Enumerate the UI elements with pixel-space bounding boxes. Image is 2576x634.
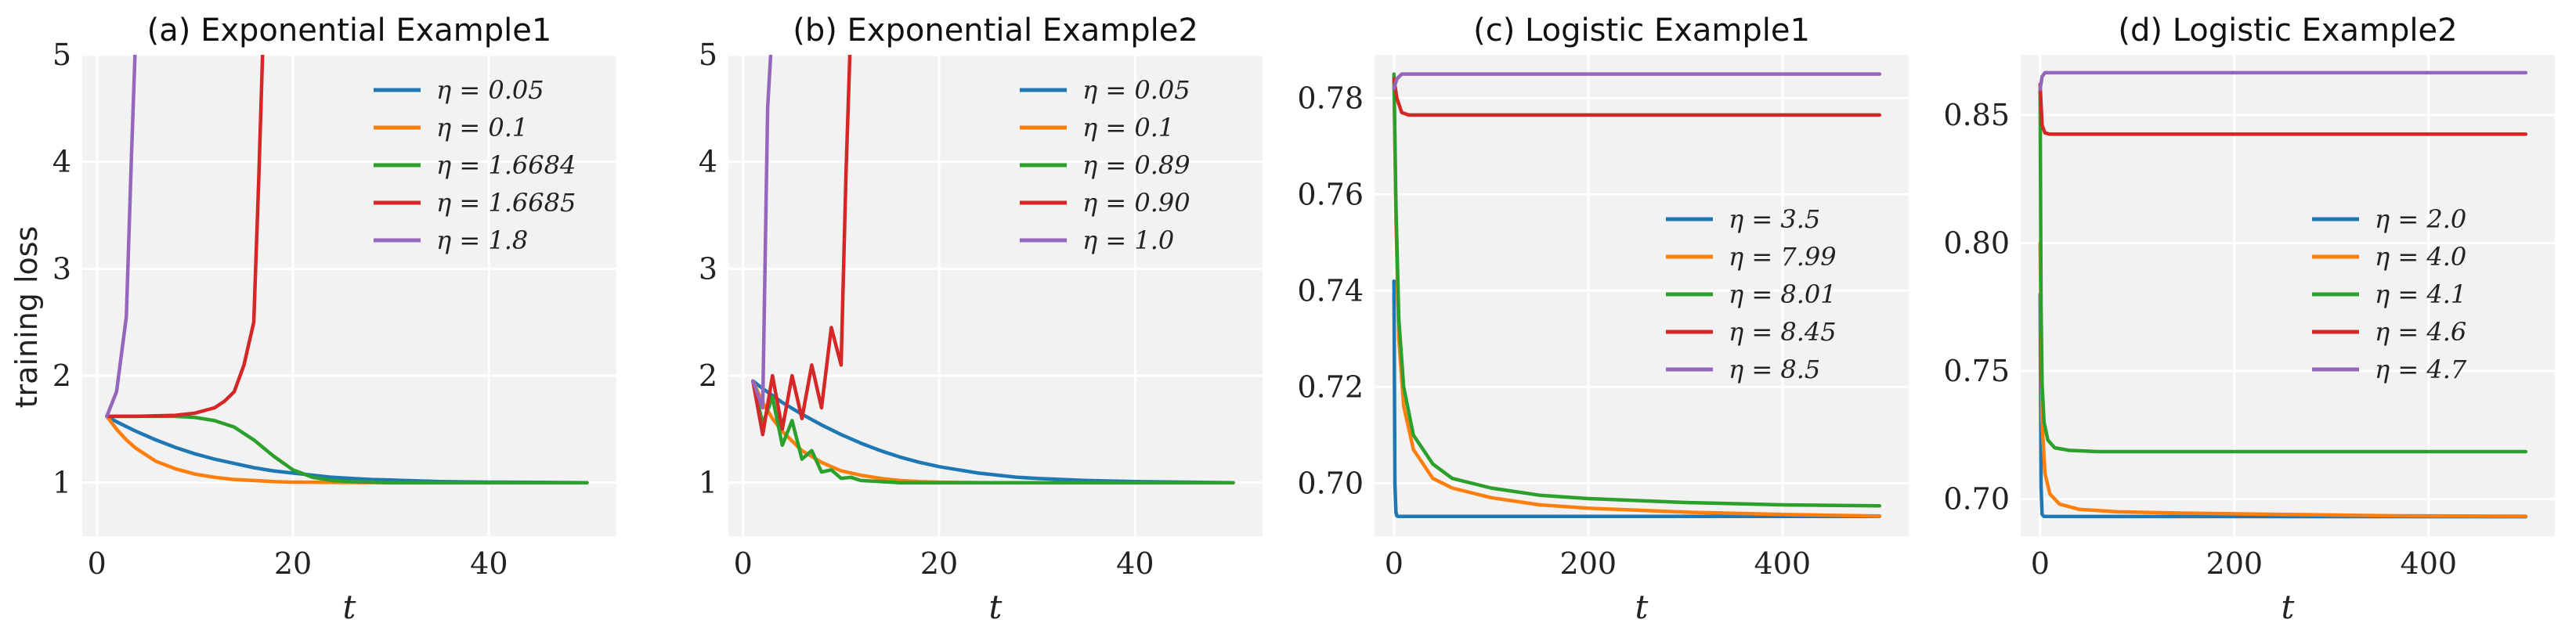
- y-tick-label: 0.80: [1943, 225, 2010, 260]
- chart-title: (d) Logistic Example2: [2118, 13, 2457, 49]
- series-line-4: [751, 55, 852, 437]
- legend-label: η = 0.90: [1082, 188, 1190, 218]
- legend-label: η = 8.5: [1729, 355, 1820, 384]
- y-tick-label: 0.72: [1297, 369, 1364, 404]
- legend-label: η = 7.99: [1729, 242, 1837, 272]
- series-line-4: [1392, 77, 1882, 117]
- series-line-4: [105, 55, 265, 419]
- x-tick-label: 200: [1560, 546, 1617, 581]
- series-group: [105, 55, 589, 485]
- series-line-5: [2038, 70, 2528, 92]
- legend-label: η = 0.05: [436, 75, 544, 105]
- legend-label: η = 0.89: [1082, 150, 1190, 180]
- chart-panel-1: 0 20 40 1 2 3 4 5 (a) Exponential Example1 t η = 0…: [52, 13, 616, 626]
- legend-label: η = 0.1: [436, 113, 528, 142]
- chart-title: (b) Exponential Example2: [793, 13, 1198, 49]
- y-tick-label: 4: [699, 145, 717, 179]
- x-tick-label: 0: [1385, 546, 1404, 581]
- legend-label: η = 0.05: [1082, 75, 1190, 105]
- x-tick-label: 40: [470, 546, 508, 581]
- x-axis-label: t: [2282, 588, 2295, 626]
- legend-label: η = 1.0: [1082, 225, 1174, 255]
- y-tick-label: 2: [699, 358, 717, 393]
- series-line-3: [751, 379, 1235, 485]
- chart-title: (a) Exponential Example1: [147, 13, 552, 49]
- series-line-5: [1392, 72, 1882, 91]
- series-line-2: [2038, 241, 2528, 518]
- series-line-3: [1392, 72, 1882, 508]
- series-group: [2038, 70, 2528, 519]
- plot-area: [1375, 55, 1909, 536]
- y-tick-label: 0.75: [1943, 354, 2010, 388]
- series-line-1: [1392, 279, 1882, 519]
- y-tick-label: 4: [52, 145, 71, 179]
- y-tick-label: 0.74: [1297, 273, 1364, 308]
- series-line-4: [2038, 82, 2528, 136]
- y-tick-label: 5: [699, 38, 717, 72]
- y-tick-label: 0.70: [1943, 482, 2010, 517]
- chart-panel-3: 0 200 400 0.70 0.72 0.74 0.76 0.78 (c) Logistic …: [1297, 13, 1909, 626]
- x-tick-label: 0: [88, 546, 107, 581]
- plot-area: [728, 55, 1263, 536]
- x-axis-label: t: [343, 588, 356, 626]
- x-tick-label: 20: [920, 546, 958, 581]
- legend-label: η = 3.5: [1729, 204, 1820, 234]
- legend-label: η = 2.0: [2375, 204, 2466, 234]
- chart-panel-2: 0 20 40 1 2 3 4 5 (b) Exponential Example2 t η = 0…: [699, 13, 1263, 626]
- legend-label: η = 4.0: [2375, 242, 2466, 272]
- x-axis-label: t: [989, 588, 1003, 626]
- chart-panel-4: 0 200 400 0.70 0.75 0.80 0.85 (d) Logistic Exam…: [1943, 13, 2555, 626]
- legend: η = 0.05 η = 0.1 η = 0.89 η = 0.90 η = 1.0: [1020, 75, 1190, 255]
- legend-label: η = 1.8: [436, 225, 528, 255]
- y-tick-label: 3: [699, 251, 717, 286]
- series-line-1: [751, 379, 1235, 485]
- series-group: [1392, 72, 1882, 519]
- x-axis-label: t: [1635, 588, 1649, 626]
- legend-label: η = 8.01: [1729, 279, 1837, 309]
- y-tick-label: 1: [52, 466, 71, 500]
- legend-label: η = 4.1: [2375, 279, 2466, 309]
- legend-label: η = 0.1: [1082, 113, 1174, 142]
- legend-label: η = 1.6684: [436, 150, 576, 180]
- plot-area: [82, 55, 616, 536]
- legend: η = 0.05 η = 0.1 η = 1.6684 η = 1.6685 η = 1…: [374, 75, 576, 255]
- series-group: [751, 55, 1235, 485]
- plot-area: [2021, 55, 2555, 536]
- x-tick-label: 0: [2031, 546, 2050, 581]
- x-tick-label: 20: [274, 546, 312, 581]
- x-tick-label: 40: [1116, 546, 1154, 581]
- legend-label: η = 1.6685: [436, 188, 576, 218]
- x-tick-label: 200: [2206, 546, 2263, 581]
- legend: η = 2.0 η = 4.0 η = 4.1 η = 4.6 η = 4.7: [2312, 204, 2467, 384]
- y-tick-label: 0.76: [1297, 177, 1364, 211]
- x-tick-label: 400: [1754, 546, 1812, 581]
- series-line-3: [105, 414, 589, 485]
- y-tick-label: 0.70: [1297, 466, 1364, 500]
- x-tick-label: 0: [734, 546, 753, 581]
- chart-title: (c) Logistic Example1: [1473, 13, 1810, 49]
- x-tick-label: 400: [2401, 546, 2458, 581]
- y-tick-label: 0.78: [1297, 81, 1364, 115]
- series-line-5: [105, 55, 137, 419]
- y-tick-label: 2: [52, 358, 71, 393]
- legend-label: η = 4.6: [2375, 317, 2466, 347]
- series-line-3: [2038, 87, 2528, 454]
- y-tick-label: 0.85: [1943, 98, 2010, 132]
- y-tick-label: 5: [52, 38, 71, 72]
- y-tick-label: 1: [699, 466, 717, 500]
- y-axis-label: training loss: [9, 226, 44, 409]
- legend: η = 3.5 η = 7.99 η = 8.01 η = 8.45 η = 8.5: [1666, 204, 1837, 384]
- legend-label: η = 8.45: [1729, 317, 1837, 347]
- y-tick-label: 3: [52, 251, 71, 286]
- legend-label: η = 4.7: [2375, 355, 2467, 384]
- series-line-5: [751, 55, 773, 410]
